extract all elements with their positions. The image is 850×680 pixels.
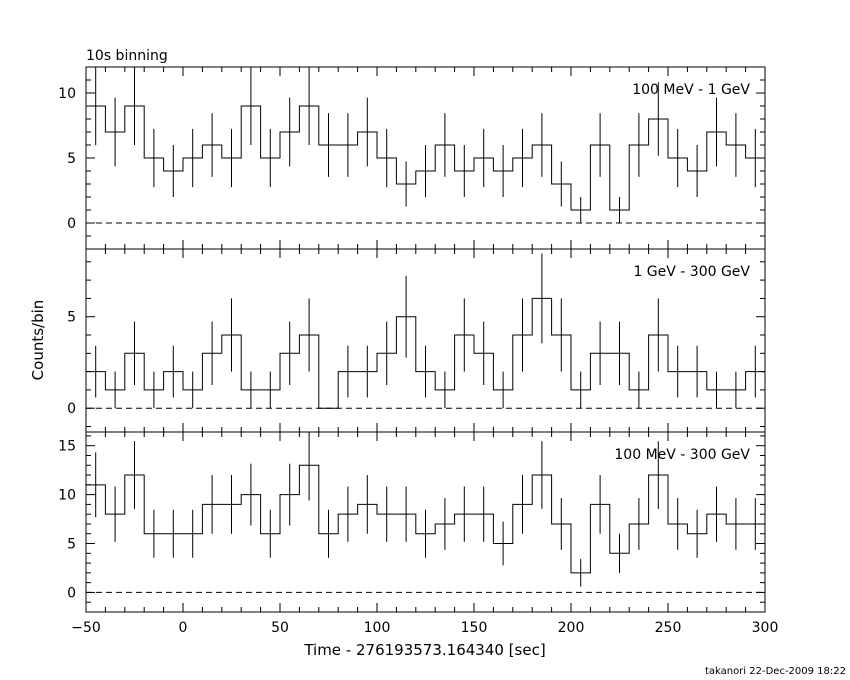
- panel-3: 0 5 10 15 −50 0 50 100 150 200 250 300 100 MeV - 300…: [58, 431, 779, 636]
- y-axis-label: Counts/bin: [29, 300, 47, 381]
- y-tick-label: 15: [58, 439, 76, 455]
- x-tick-label: 250: [655, 620, 682, 636]
- y-tick-label: 5: [67, 151, 76, 167]
- series-group: [86, 432, 765, 587]
- y-tick-label: 10: [58, 86, 76, 102]
- y-tick-label: 0: [67, 401, 76, 417]
- x-tick-label: −50: [71, 620, 101, 636]
- y-tick-label: 0: [67, 216, 76, 232]
- series-group: [86, 253, 765, 409]
- panel-1: 0 5 10 100 MeV - 1 GeV: [58, 66, 766, 250]
- histogram-step-line: [86, 105, 765, 211]
- x-tick-label: 0: [179, 620, 188, 636]
- x-axis-label: Time - 276193573.164340 [sec]: [303, 641, 545, 659]
- y-tick-label: 10: [58, 488, 76, 504]
- energy-band-label: 1 GeV - 300 GeV: [633, 264, 750, 280]
- y-tick-label: 5: [67, 537, 76, 553]
- x-tick-label: 50: [271, 620, 289, 636]
- y-tick-label: 0: [67, 585, 76, 601]
- energy-band-label: 100 MeV - 300 GeV: [614, 447, 750, 463]
- x-tick-label: 200: [558, 620, 585, 636]
- energy-band-label: 100 MeV - 1 GeV: [632, 82, 750, 98]
- panel-2: 0 5 1 GeV - 300 GeV: [67, 248, 766, 433]
- histogram-step-line: [86, 297, 765, 409]
- series-group: [86, 67, 765, 223]
- x-tick-label: 300: [752, 620, 779, 636]
- footer-credit: takanori 22-Dec-2009 18:22: [705, 666, 846, 677]
- panel-frame: [85, 431, 766, 613]
- x-tick-label: 100: [364, 620, 391, 636]
- y-tick-label: 5: [67, 310, 76, 326]
- x-tick-label: 150: [461, 620, 488, 636]
- binning-label: 10s binning: [86, 48, 168, 64]
